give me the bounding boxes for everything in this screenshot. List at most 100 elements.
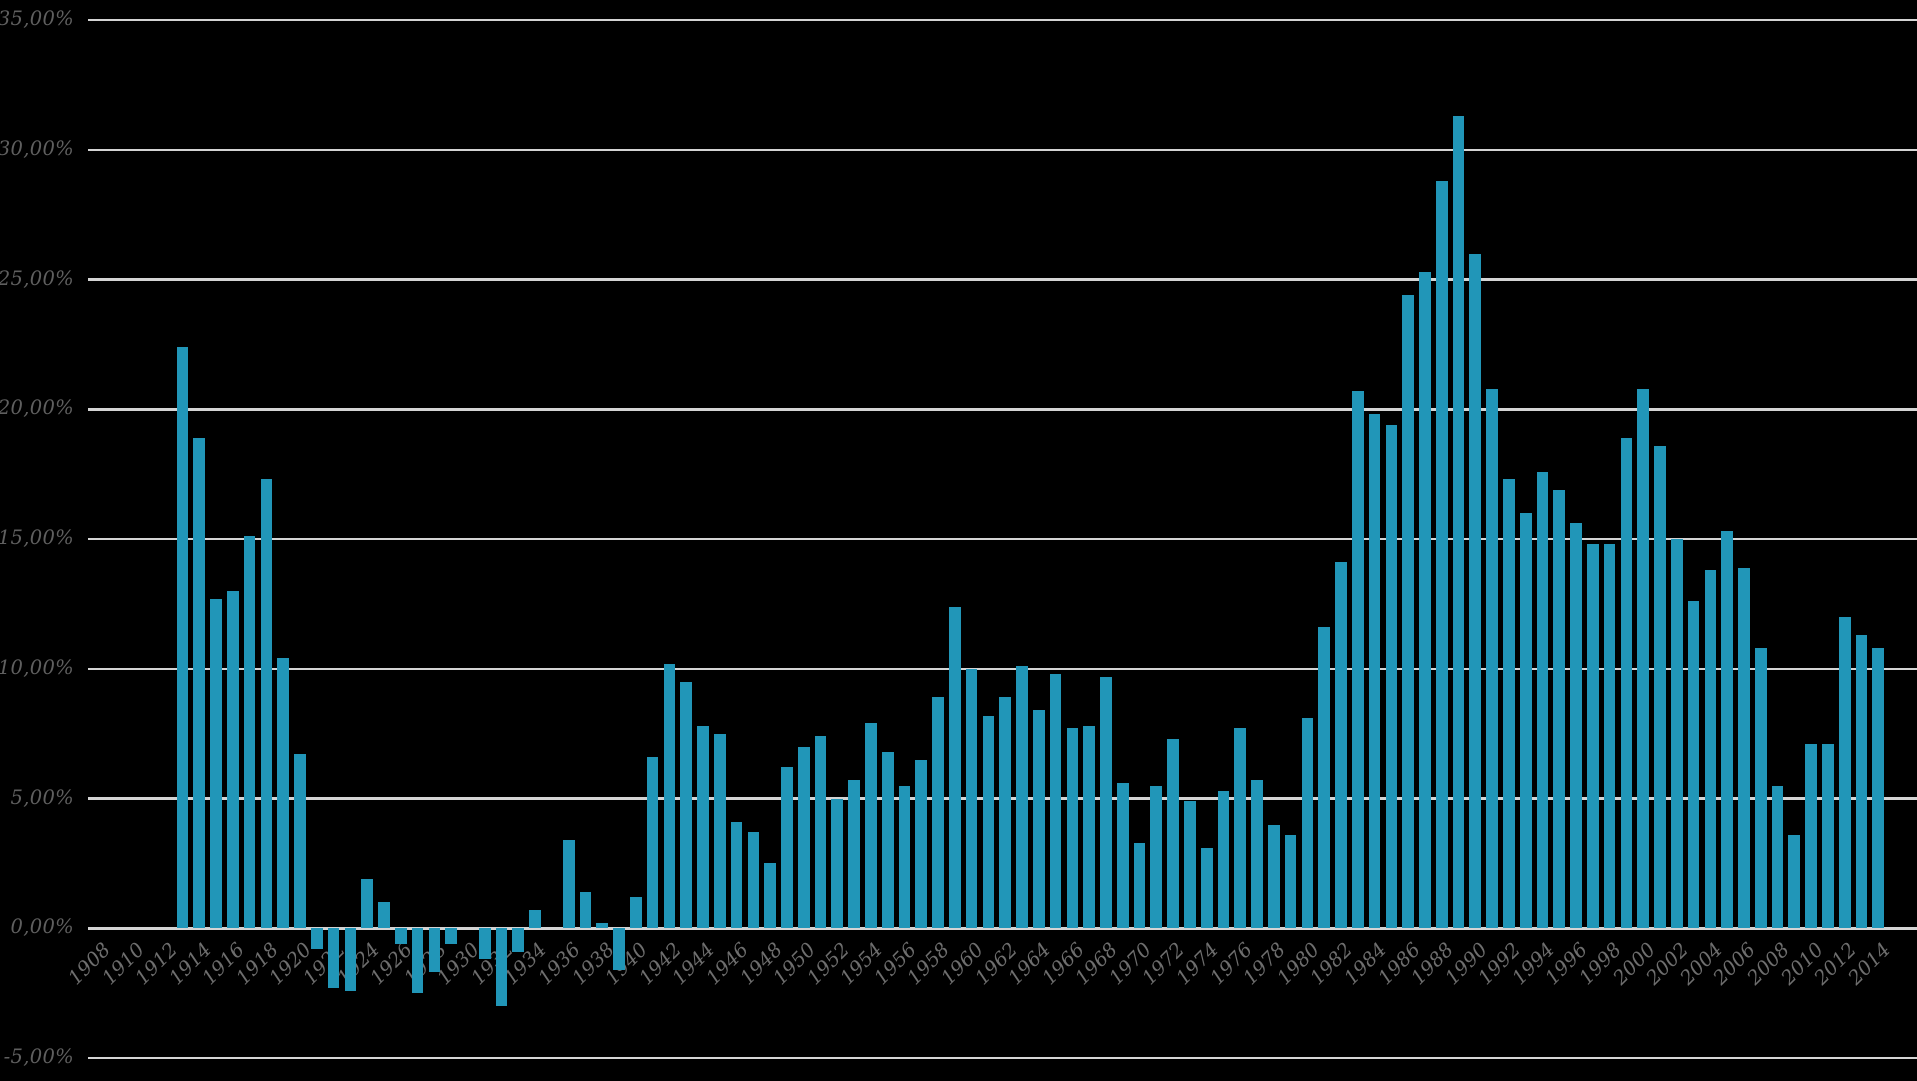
bar-1969 <box>1116 782 1129 929</box>
bar-2009 <box>1788 834 1801 929</box>
bar-1979 <box>1284 834 1297 929</box>
gridline <box>88 667 1917 671</box>
bar-2003 <box>1687 601 1700 929</box>
bar-1955 <box>881 751 894 929</box>
bar-1924 <box>361 878 374 929</box>
bar-1941 <box>646 757 659 929</box>
bar-2000 <box>1637 388 1650 929</box>
bar-1984 <box>1368 414 1381 929</box>
bar-1920 <box>294 754 306 929</box>
bar-1970 <box>1133 842 1146 929</box>
bar-1971 <box>1150 785 1163 929</box>
bar-1929 <box>445 928 457 944</box>
bar-1988 <box>1435 180 1448 929</box>
bar-1947 <box>747 832 760 929</box>
bar-1933 <box>512 928 525 952</box>
bar-1968 <box>1100 676 1112 929</box>
bar-1943 <box>680 681 693 929</box>
bar-1986 <box>1402 295 1414 929</box>
gridline <box>88 18 1917 22</box>
bar-1913 <box>176 347 189 929</box>
bar-1999 <box>1620 437 1633 929</box>
bar-1919 <box>277 658 290 929</box>
bar-1934 <box>529 910 541 929</box>
bar-1927 <box>411 928 424 994</box>
bar-1952 <box>831 798 844 929</box>
bar-1987 <box>1419 271 1431 929</box>
bar-1974 <box>1200 847 1213 929</box>
y-axis-label: 25,00% <box>0 266 74 290</box>
bar-1991 <box>1486 388 1498 929</box>
bar-1932 <box>495 928 508 1007</box>
y-axis-label: 35,00% <box>0 7 74 31</box>
bar-2002 <box>1670 539 1683 929</box>
bar-2005 <box>1721 531 1734 929</box>
bar-1963 <box>1016 666 1028 929</box>
y-axis-label: 10,00% <box>0 655 74 679</box>
bar-1985 <box>1385 424 1398 929</box>
zero-gridline <box>88 927 1917 930</box>
bar-1965 <box>1049 673 1062 929</box>
bar-1931 <box>478 928 491 960</box>
bar-1998 <box>1603 544 1616 929</box>
bar-1983 <box>1351 391 1364 929</box>
bar-2012 <box>1838 616 1851 929</box>
bar-1958 <box>932 697 944 929</box>
y-axis-label: 15,00% <box>0 526 74 550</box>
bar-1914 <box>193 437 206 929</box>
bar-2001 <box>1654 445 1666 929</box>
bar-2008 <box>1771 785 1784 929</box>
bar-1945 <box>713 733 726 929</box>
bar-1946 <box>730 821 743 929</box>
bar-1951 <box>814 736 827 929</box>
bar-1915 <box>210 598 222 929</box>
bar-1978 <box>1268 824 1280 929</box>
bar-1940 <box>629 897 642 929</box>
y-axis-label: 5,00% <box>10 785 74 809</box>
bar-1966 <box>1066 728 1079 929</box>
bar-2013 <box>1855 635 1868 929</box>
y-axis-label: -5,00% <box>3 1045 74 1069</box>
bar-1942 <box>663 663 676 929</box>
bar-1989 <box>1452 116 1465 929</box>
bar-1977 <box>1251 780 1263 929</box>
bar-1994 <box>1536 471 1549 929</box>
y-axis-label: 30,00% <box>0 136 74 160</box>
bar-1938 <box>596 923 609 929</box>
bar-1918 <box>260 479 273 929</box>
bar-1993 <box>1519 513 1532 929</box>
bar-1981 <box>1318 627 1331 929</box>
bar-1937 <box>579 891 592 929</box>
gridline <box>88 148 1917 152</box>
bar-1925 <box>378 902 390 929</box>
bar-1954 <box>865 723 877 929</box>
gridline <box>88 537 1917 541</box>
y-axis-label: 20,00% <box>0 396 74 420</box>
gridline <box>88 1056 1917 1060</box>
bar-1953 <box>848 780 860 929</box>
bar-1956 <box>898 785 911 929</box>
bar-1939 <box>613 928 625 970</box>
bar-2010 <box>1805 744 1817 929</box>
bar-1973 <box>1184 801 1196 929</box>
bar-1975 <box>1217 790 1230 929</box>
bar-2007 <box>1754 648 1767 929</box>
bar-1957 <box>915 759 928 929</box>
bar-1967 <box>1083 725 1095 929</box>
bar-1962 <box>999 697 1012 929</box>
bar-1959 <box>948 606 961 929</box>
bar-2014 <box>1872 648 1885 929</box>
y-axis-label: 0,00% <box>10 915 74 939</box>
bar-1982 <box>1335 562 1347 929</box>
bar-1936 <box>562 840 575 929</box>
gridline <box>88 408 1917 411</box>
bar-1923 <box>344 928 357 991</box>
bar-1944 <box>697 725 709 929</box>
bar-1922 <box>327 928 340 988</box>
bar-1961 <box>982 715 995 929</box>
bar-1916 <box>227 590 239 929</box>
bar-1972 <box>1167 738 1179 929</box>
bar-1948 <box>764 863 776 929</box>
bar-2004 <box>1704 570 1717 929</box>
